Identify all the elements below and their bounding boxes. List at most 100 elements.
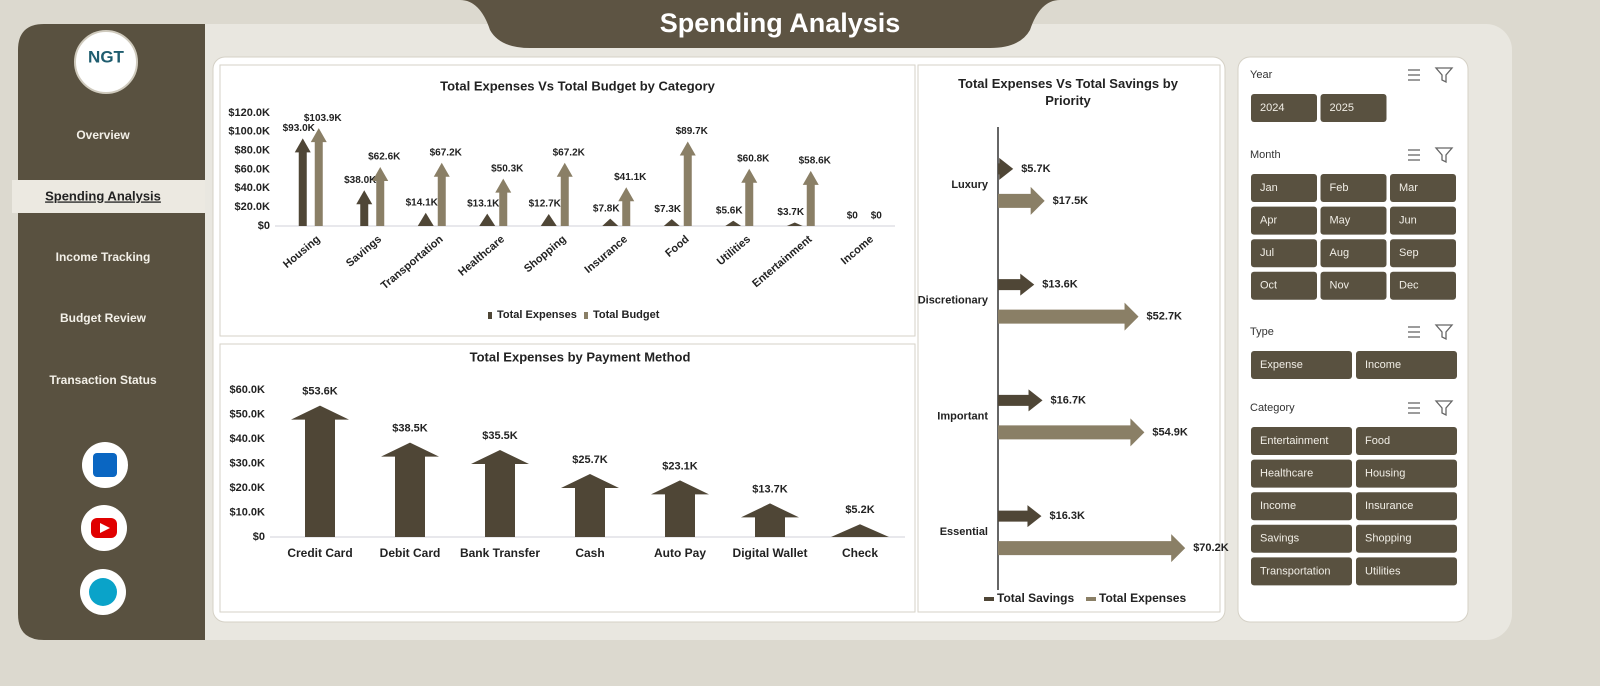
bar-arrow bbox=[310, 128, 327, 226]
data-label: $13.7K bbox=[752, 483, 788, 495]
slicer-button[interactable] bbox=[1356, 351, 1457, 379]
clear-filter-icon[interactable] bbox=[1434, 400, 1454, 417]
y-tick-label: $80.0K bbox=[235, 145, 271, 157]
y-tick-label: $30.0K bbox=[230, 457, 266, 469]
slicer-button[interactable] bbox=[1320, 206, 1387, 235]
data-label: $89.7K bbox=[676, 126, 709, 137]
slicer-item: Transportation bbox=[1260, 565, 1331, 577]
chart-frame bbox=[219, 343, 916, 613]
slicer-item: Jul bbox=[1260, 247, 1274, 259]
clear-filter-icon[interactable] bbox=[1434, 147, 1454, 164]
data-label: $5.6K bbox=[716, 205, 743, 216]
sidebar bbox=[18, 24, 205, 640]
slicer-button[interactable] bbox=[1320, 174, 1387, 202]
nav-item[interactable]: Spending Analysis bbox=[45, 188, 161, 203]
y-tick-label: $120.0K bbox=[228, 107, 270, 119]
slicer-button[interactable] bbox=[1320, 239, 1387, 268]
data-label: $67.2K bbox=[553, 147, 586, 158]
slicer-item: Housing bbox=[1365, 468, 1405, 480]
slicer-button[interactable] bbox=[1251, 271, 1317, 300]
slicer-item: Aug bbox=[1330, 247, 1350, 259]
bar-arrow bbox=[471, 450, 529, 537]
slicer-button[interactable] bbox=[1251, 351, 1352, 379]
data-label: $70.2K bbox=[1193, 542, 1229, 554]
slicer-title: Year bbox=[1250, 69, 1273, 81]
bar-arrow bbox=[602, 218, 619, 226]
slicer-button[interactable] bbox=[1390, 271, 1456, 300]
y-tick-label: $0 bbox=[258, 220, 270, 232]
x-tick-label: Credit Card bbox=[287, 546, 352, 560]
legend-label: Total Budget bbox=[593, 309, 660, 321]
bar-arrow bbox=[556, 162, 573, 226]
slicer-button[interactable] bbox=[1251, 459, 1352, 488]
bar-arrow bbox=[663, 219, 680, 226]
legend-label: Total Expenses bbox=[1099, 591, 1186, 605]
clear-filter-icon[interactable] bbox=[1434, 324, 1454, 341]
data-label: $16.3K bbox=[1049, 510, 1085, 522]
bar-arrow bbox=[998, 186, 1045, 215]
data-label: $58.6K bbox=[799, 155, 832, 166]
nav-item[interactable]: Transaction Status bbox=[49, 373, 157, 387]
data-label: $52.7K bbox=[1147, 311, 1183, 323]
slicer-button[interactable] bbox=[1251, 239, 1317, 268]
slicer-item: Sep bbox=[1399, 247, 1419, 259]
slicer-button[interactable] bbox=[1251, 94, 1317, 122]
slicer-item: Healthcare bbox=[1260, 468, 1313, 480]
nav-item[interactable]: Income Tracking bbox=[56, 250, 151, 264]
bar-arrow bbox=[294, 138, 311, 226]
data-label: $23.1K bbox=[662, 460, 698, 472]
nav-item[interactable]: Overview bbox=[76, 128, 130, 142]
slicer-button[interactable] bbox=[1356, 492, 1457, 521]
slicer-button[interactable] bbox=[1390, 239, 1456, 268]
y-tick-label: $50.0K bbox=[230, 408, 266, 420]
bar-arrow bbox=[786, 222, 803, 226]
bar-arrow bbox=[291, 405, 349, 537]
clear-filter-icon[interactable] bbox=[1434, 67, 1454, 84]
y-tick-label: $40.0K bbox=[235, 182, 271, 194]
slicer-button[interactable] bbox=[1320, 271, 1387, 300]
data-label: $7.3K bbox=[654, 204, 681, 215]
slicer-item: Expense bbox=[1260, 359, 1303, 371]
slicer-button[interactable] bbox=[1390, 206, 1456, 235]
bar-arrow bbox=[741, 168, 758, 226]
slicer-button[interactable] bbox=[1251, 427, 1352, 455]
slicer-button[interactable] bbox=[1251, 557, 1352, 586]
y-tick-label: Discretionary bbox=[918, 295, 989, 307]
data-label: $0 bbox=[871, 211, 883, 222]
slicer-button[interactable] bbox=[1356, 427, 1457, 455]
slicer-item: Entertainment bbox=[1260, 435, 1328, 447]
y-tick-label: $60.0K bbox=[235, 163, 271, 175]
x-tick-label: Cash bbox=[575, 546, 604, 560]
data-label: $7.8K bbox=[593, 203, 620, 214]
slicer-item: Mar bbox=[1399, 182, 1418, 194]
data-label: $17.5K bbox=[1053, 195, 1089, 207]
slicer-button[interactable] bbox=[1356, 459, 1457, 488]
slicer-button[interactable] bbox=[1251, 524, 1352, 553]
bar-arrow bbox=[561, 474, 619, 537]
slicer-button[interactable] bbox=[1251, 206, 1317, 235]
bar-arrow bbox=[495, 178, 512, 226]
slicer-item: Income bbox=[1365, 359, 1401, 371]
nav-item[interactable]: Budget Review bbox=[60, 311, 147, 325]
legend-marker bbox=[584, 312, 588, 319]
bar-arrow bbox=[372, 167, 389, 226]
data-label: $13.6K bbox=[1042, 279, 1078, 291]
slicer-button[interactable] bbox=[1390, 174, 1456, 202]
y-tick-label: $20.0K bbox=[235, 201, 271, 213]
slicer-button[interactable] bbox=[1251, 492, 1352, 521]
bar-arrow bbox=[998, 505, 1042, 528]
slicer-button[interactable] bbox=[1251, 174, 1317, 202]
slicer-button[interactable] bbox=[1320, 94, 1387, 122]
x-tick-label: Digital Wallet bbox=[733, 546, 808, 560]
bar-arrow bbox=[679, 141, 696, 226]
social-icons bbox=[80, 442, 128, 615]
data-label: $62.6K bbox=[368, 152, 401, 163]
web-glyph bbox=[89, 578, 117, 606]
slicer-button[interactable] bbox=[1356, 524, 1457, 553]
x-tick-label: Check bbox=[842, 546, 878, 560]
header-tab bbox=[460, 0, 1060, 48]
slicer-button[interactable] bbox=[1356, 557, 1457, 586]
slicer-item: May bbox=[1330, 215, 1351, 227]
page-title: Spending Analysis bbox=[660, 8, 901, 38]
slicer-item: 2025 bbox=[1330, 102, 1354, 114]
